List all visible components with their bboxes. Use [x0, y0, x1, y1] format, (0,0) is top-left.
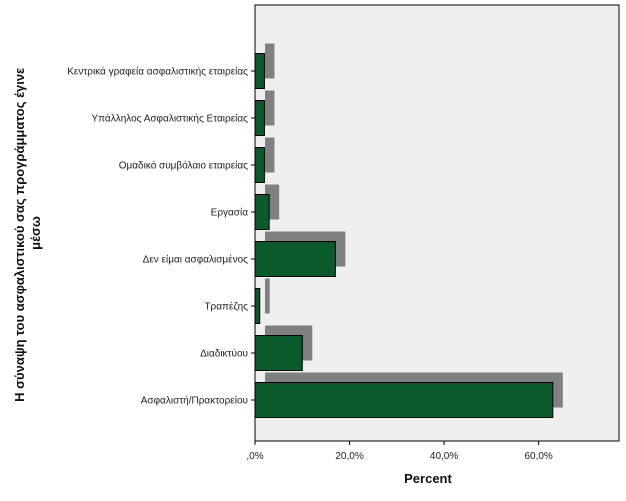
plot-area	[254, 4, 620, 442]
category-label: Δεν είμαι ασφαλισμένος	[143, 254, 249, 266]
x-tick-label: ,0%	[246, 451, 263, 462]
bar-shadow	[265, 137, 275, 173]
x-tick-label: 40,0%	[430, 451, 458, 462]
category-label: Τραπέζης	[204, 301, 248, 313]
category-label: Εργασία	[211, 207, 249, 219]
bar-shadow	[265, 278, 270, 314]
category-label: Ασφαλιστή/Πρακτορείου	[141, 395, 248, 407]
bar-shadow	[265, 43, 275, 79]
bar	[254, 288, 261, 324]
category-label: Κεντρικά γραφεία ασφαλιστικής εταιρείας	[67, 66, 248, 78]
x-tick-label: 60,0%	[524, 451, 552, 462]
x-axis-title: Percent	[404, 471, 452, 486]
category-label: Διαδικτύου	[200, 348, 248, 360]
bar	[254, 382, 554, 418]
category-label: Υπάλληλος Ασφαλιστικής Εταιρείας	[91, 113, 248, 125]
category-labels: Κεντρικά γραφεία ασφαλιστικής εταιρείας Υ…	[67, 66, 255, 407]
bar	[254, 335, 303, 371]
bar	[254, 241, 336, 277]
bar	[254, 100, 265, 136]
bar	[254, 194, 270, 230]
bar	[254, 53, 265, 89]
x-tick-label: 20,0%	[335, 451, 363, 462]
y-axis-title-line-2: μέσω	[28, 216, 43, 250]
bar	[254, 147, 265, 183]
x-axis-ticks: ,0% 20,0% 40,0% 60,0%	[246, 441, 553, 462]
category-label: Ομαδικό συμβόλαιο εταιρείας	[119, 160, 248, 172]
bar-shadow	[265, 90, 275, 126]
y-axis-title: Η σύναψη του ασφαλιστικού σας προγράμματ…	[12, 64, 43, 402]
y-axis-title-line-1: Η σύναψη του ασφαλιστικού σας προγράμματ…	[12, 68, 27, 402]
